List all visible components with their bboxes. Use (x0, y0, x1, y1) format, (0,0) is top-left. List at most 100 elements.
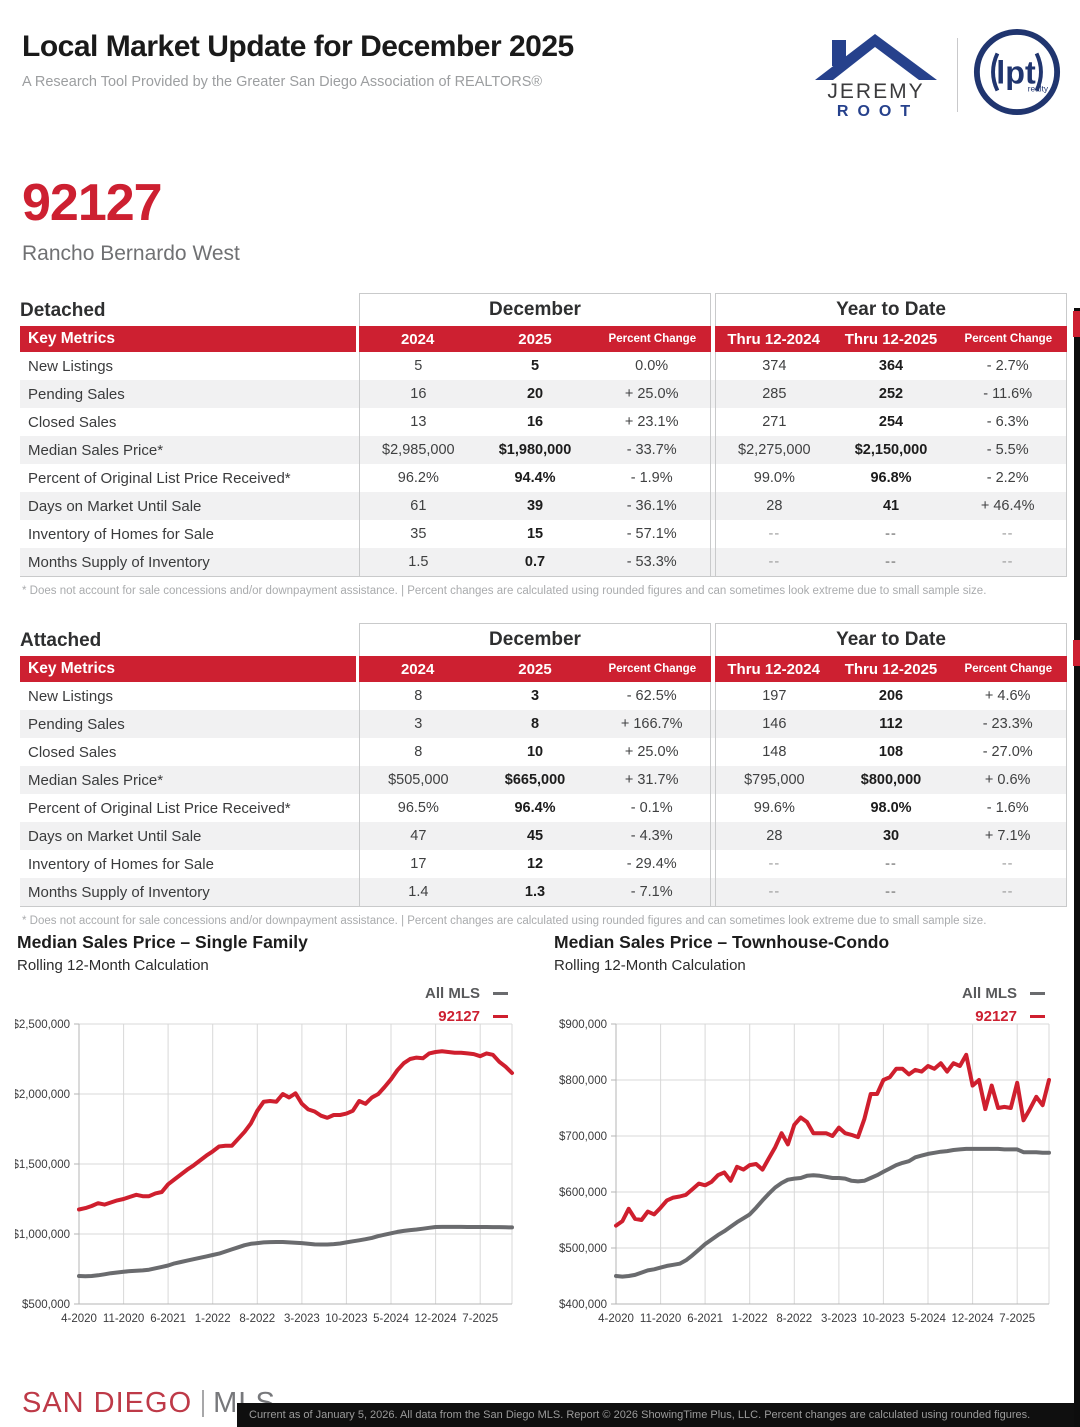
metric-value: 252 (878, 386, 904, 402)
metric-value: -- (1001, 554, 1014, 570)
metric-value: 148 (762, 744, 787, 760)
table-row: Closed Sales 13 16 + 23.1% 271 254 - 6.3% (20, 408, 1067, 436)
metric-label: New Listings (28, 357, 114, 375)
metric-value: -- (768, 856, 781, 872)
chart-subtitle: Rolling 12-Month Calculation (554, 957, 746, 974)
chart-title: Median Sales Price – Townhouse-Condo (554, 932, 890, 952)
table-footnote: * Does not account for sale concessions … (22, 585, 987, 597)
svg-text:5-2024: 5-2024 (373, 1313, 409, 1325)
month-values: 1.5 0.7 - 53.3% (359, 548, 711, 576)
metric-value: - 1.9% (630, 470, 673, 486)
svg-text:12-2024: 12-2024 (951, 1313, 994, 1325)
table-row: Median Sales Price* $2,985,000 $1,980,000 -… (20, 436, 1067, 464)
legend-line-swatch (493, 1015, 508, 1018)
svg-text:8-2022: 8-2022 (239, 1313, 275, 1325)
legend-item-all-mls: All MLS (962, 982, 1045, 1005)
ytd-values: 28 41 + 46.4% (715, 492, 1067, 520)
page-edge-artifact (1073, 311, 1080, 337)
metric-value: 8 (414, 688, 423, 704)
svg-text:$800,000: $800,000 (559, 1075, 607, 1087)
metric-label: Inventory of Homes for Sale (28, 525, 214, 543)
metric-value: - 6.3% (986, 414, 1029, 430)
legend-line-swatch (1030, 992, 1045, 995)
svg-text:11-2020: 11-2020 (640, 1313, 681, 1325)
metric-value: $800,000 (860, 772, 922, 788)
ytd-values: $795,000 $800,000 + 0.6% (715, 766, 1067, 794)
chart-legend: All MLS 92127 (425, 982, 508, 1028)
svg-text:$600,000: $600,000 (559, 1187, 607, 1199)
month-values: 35 15 - 57.1% (359, 520, 711, 548)
jeremy-root-logo: JEREMY ROOT (811, 26, 943, 123)
svg-text:$2,500,000: $2,500,000 (15, 1019, 70, 1031)
key-metrics-label: Key Metrics (20, 326, 356, 352)
legend-item-92127: 92127 (962, 1005, 1045, 1028)
ytd-columns: Thru 12-2024 Thru 12-2025 Percent Change (715, 656, 1067, 682)
metric-value: 3 (414, 716, 423, 732)
ytd-values: 374 364 - 2.7% (715, 352, 1067, 380)
table-row: New Listings 5 5 0.0% 374 364 - 2.7% (20, 352, 1067, 380)
metric-value: 8 (414, 744, 423, 760)
svg-text:$500,000: $500,000 (559, 1243, 607, 1255)
svg-text:$400,000: $400,000 (559, 1299, 607, 1311)
metric-value: 39 (526, 498, 544, 514)
table-footnote: * Does not account for sale concessions … (22, 915, 987, 927)
chart-subtitle: Rolling 12-Month Calculation (17, 957, 209, 974)
metric-value: 13 (410, 414, 427, 430)
ytd-values: 197 206 + 4.6% (715, 682, 1067, 710)
table-group-header: Detached December Year to Date (20, 293, 1067, 326)
metric-label: Closed Sales (28, 413, 117, 431)
table-row: Closed Sales 8 10 + 25.0% 148 108 - 27.0% (20, 738, 1067, 766)
metric-value: 20 (526, 386, 544, 402)
section-title: Detached (20, 300, 106, 321)
metric-value: $2,275,000 (738, 442, 811, 458)
metric-value: 0.7 (524, 554, 546, 570)
metric-value: 47 (410, 828, 427, 844)
metric-value: 5 (414, 358, 423, 374)
svg-text:12-2024: 12-2024 (414, 1313, 457, 1325)
metric-label: Median Sales Price* (28, 441, 164, 459)
metric-value: 96.4% (514, 800, 556, 816)
metric-value: 16 (526, 414, 544, 430)
metric-value: 3 (530, 688, 540, 704)
metric-value: - 0.1% (630, 800, 673, 816)
metric-value: - 57.1% (626, 526, 677, 542)
metric-value: 1.4 (408, 884, 429, 900)
metric-value: + 25.0% (624, 744, 679, 760)
column-header: Thru 12-2025 (844, 330, 938, 348)
metric-value: -- (885, 526, 897, 542)
metric-value: -- (885, 884, 897, 900)
month-values: 17 12 - 29.4% (359, 850, 711, 878)
ytd-group-header: Year to Date (715, 623, 1067, 656)
metric-value: + 166.7% (620, 716, 683, 732)
svg-text:7-2025: 7-2025 (999, 1313, 1035, 1325)
metric-value: 99.6% (753, 800, 795, 816)
metric-value: -- (885, 856, 897, 872)
ytd-values: $2,275,000 $2,150,000 - 5.5% (715, 436, 1067, 464)
month-values: 3 8 + 166.7% (359, 710, 711, 738)
chart-single-family: Median Sales Price – Single Family Rolli… (15, 932, 520, 1334)
metric-label: Pending Sales (28, 385, 125, 403)
table-row: Pending Sales 3 8 + 166.7% 146 112 - 23.3% (20, 710, 1067, 738)
page-title: Local Market Update for December 2025 (22, 30, 574, 63)
metric-value: 94.4% (514, 470, 556, 486)
svg-text:$1,000,000: $1,000,000 (15, 1229, 70, 1241)
footer-disclaimer: Current as of January 5, 2026. All data … (237, 1403, 1080, 1427)
metric-value: 206 (878, 688, 904, 704)
svg-text:ROOT: ROOT (837, 103, 919, 118)
svg-text:$700,000: $700,000 (559, 1131, 607, 1143)
metric-value: 108 (878, 744, 904, 760)
metric-label: Inventory of Homes for Sale (28, 855, 214, 873)
legend-label: All MLS (962, 985, 1017, 1002)
svg-text:3-2023: 3-2023 (284, 1313, 320, 1325)
line-chart-plot: $500,000 $1,000,000 $1,500,000 $2,000,000 $2… (15, 1019, 514, 1325)
month-values: 8 10 + 25.0% (359, 738, 711, 766)
table-body: New Listings 5 5 0.0% 374 364 - 2.7% Pending Sa… (20, 352, 1067, 577)
logo-divider (957, 37, 958, 112)
table-row: Days on Market Until Sale 61 39 - 36.1% 28 41… (20, 492, 1067, 520)
svg-text:$2,000,000: $2,000,000 (15, 1089, 70, 1101)
metric-value: $1,980,000 (498, 442, 572, 458)
svg-text:7-2025: 7-2025 (462, 1313, 498, 1325)
metric-value: - 4.3% (630, 828, 673, 844)
month-values: $505,000 $665,000 + 31.7% (359, 766, 711, 794)
metric-value: - 27.0% (982, 744, 1033, 760)
